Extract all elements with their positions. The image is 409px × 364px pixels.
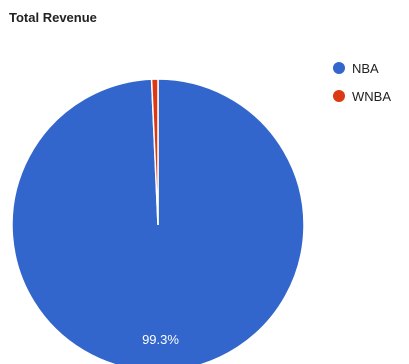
legend-label-wnba: WNBA [352,88,391,104]
legend-item-nba[interactable]: NBA [333,60,379,76]
pie-slices [11,78,305,364]
pie-slice-wnba[interactable] [150,78,159,226]
legend-label-nba: NBA [352,60,379,76]
pie-data-labels: 99.3% [142,332,179,347]
legend-swatch-wnba [333,90,345,102]
data-label-nba: 99.3% [142,332,179,347]
chart-title: Total Revenue [9,10,97,25]
legend-swatch-nba [333,62,345,74]
legend-item-wnba[interactable]: WNBA [333,88,391,104]
